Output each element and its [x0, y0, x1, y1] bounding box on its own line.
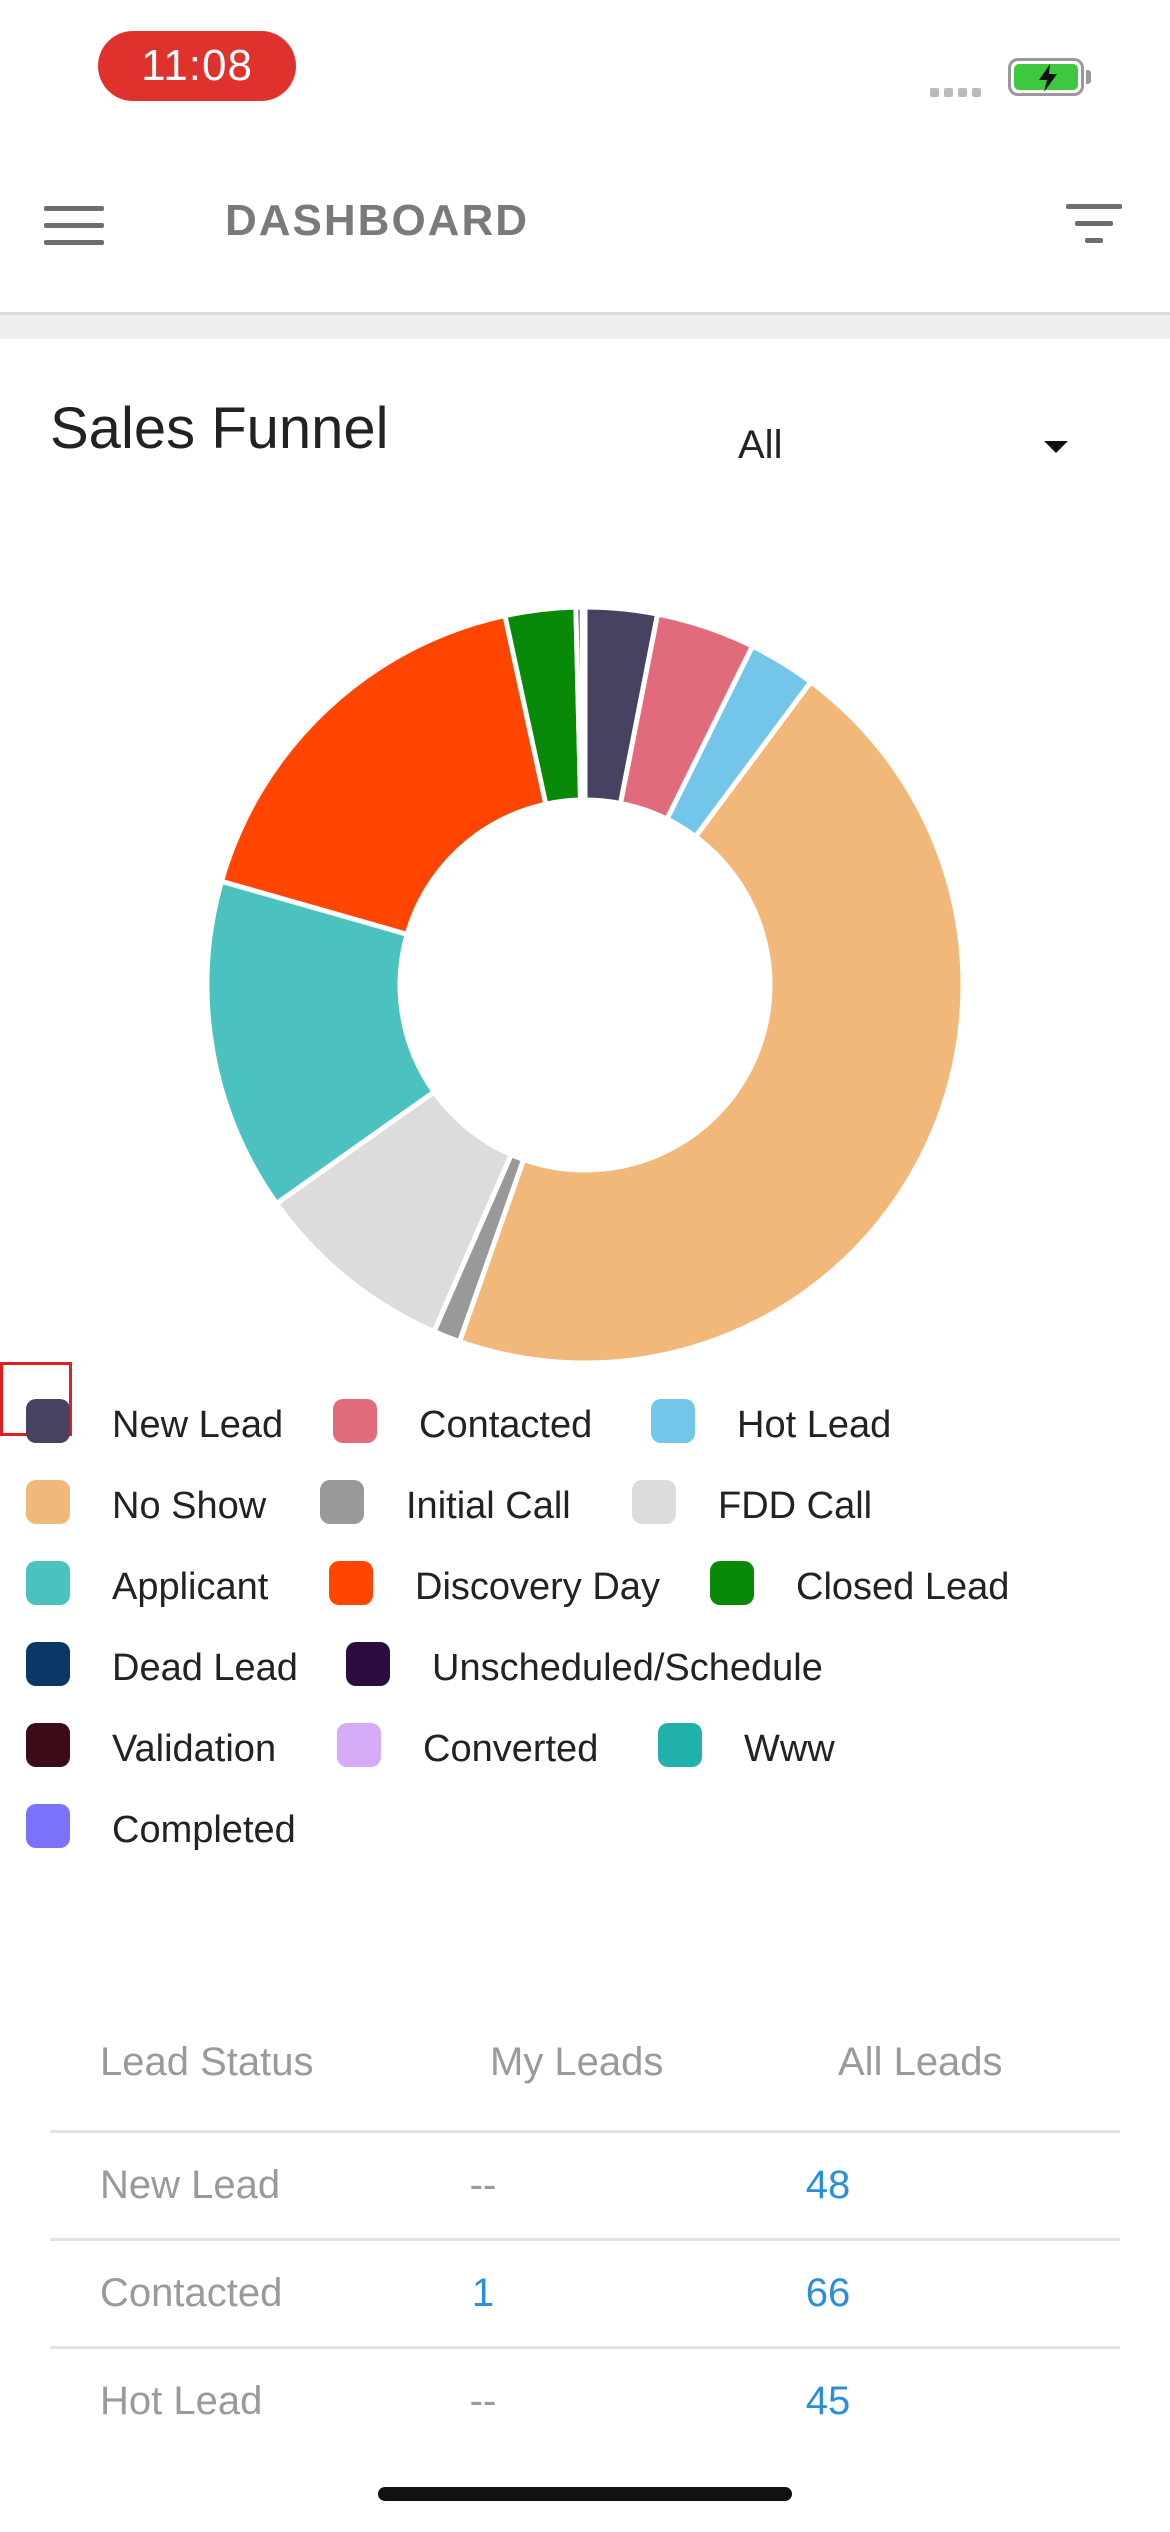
- legend-swatch: [710, 1561, 754, 1605]
- row-my-leads-link[interactable]: 1: [471, 2271, 495, 2315]
- donut-slice-no-show[interactable]: [456, 678, 966, 1366]
- table-header-row: Lead Status My Leads All Leads: [50, 2000, 1120, 2133]
- sales-funnel-donut-chart[interactable]: [0, 560, 1170, 1380]
- lead-status-table: Lead Status My Leads All Leads New Lead …: [50, 2000, 1120, 2454]
- hamburger-menu-icon[interactable]: [44, 206, 104, 246]
- legend-label: FDD Call: [718, 1485, 873, 1527]
- legend-label: Completed: [112, 1809, 296, 1851]
- row-status: Contacted: [100, 2271, 283, 2315]
- legend-label: New Lead: [112, 1404, 284, 1446]
- header-divider-band: [0, 315, 1170, 339]
- table-row: New Lead -- 48: [50, 2133, 1120, 2241]
- row-status: New Lead: [100, 2163, 281, 2207]
- legend-swatch: [26, 1723, 70, 1767]
- legend-swatch: [26, 1399, 70, 1443]
- row-all-leads-link[interactable]: 66: [805, 2271, 851, 2315]
- legend-label: Www: [744, 1728, 835, 1770]
- battery-tip: [1086, 70, 1091, 84]
- funnel-filter-dropdown[interactable]: All: [738, 415, 1078, 475]
- legend-label: No Show: [112, 1485, 267, 1527]
- legend-label: Validation: [112, 1728, 277, 1770]
- row-status: Hot Lead: [100, 2379, 263, 2423]
- row-all-leads-link[interactable]: 48: [805, 2163, 851, 2207]
- legend-swatch: [329, 1561, 373, 1605]
- legend-swatch: [632, 1480, 676, 1524]
- legend-swatch: [26, 1561, 70, 1605]
- header-lead-status: Lead Status: [100, 2040, 314, 2084]
- header-all-leads: All Leads: [838, 2040, 1003, 2084]
- sales-funnel-title: Sales Funnel: [50, 396, 389, 461]
- filter-icon[interactable]: [1064, 204, 1124, 248]
- legend-label: Applicant: [112, 1566, 269, 1608]
- header-my-leads: My Leads: [490, 2040, 664, 2084]
- table-row: Hot Lead -- 45: [50, 2349, 1120, 2454]
- legend-swatch: [346, 1642, 390, 1686]
- legend-label: Unscheduled/Schedule: [432, 1647, 823, 1689]
- dropdown-selected-value: All: [738, 423, 783, 467]
- legend-swatch: [651, 1399, 695, 1443]
- legend-swatch: [26, 1804, 70, 1848]
- legend-label: Initial Call: [406, 1485, 571, 1527]
- home-indicator[interactable]: [378, 2487, 792, 2501]
- legend-label: Closed Lead: [796, 1566, 1010, 1608]
- row-my-leads: --: [469, 2379, 497, 2423]
- legend-label: Discovery Day: [415, 1566, 660, 1608]
- page-title: DASHBOARD: [225, 196, 529, 245]
- donut-slice-applicant[interactable]: [204, 878, 438, 1207]
- legend-swatch: [26, 1642, 70, 1686]
- status-bar: 11:08: [0, 0, 1170, 140]
- row-my-leads: --: [469, 2163, 497, 2207]
- status-time: 11:08: [98, 31, 296, 101]
- legend-label: Hot Lead: [737, 1404, 892, 1446]
- legend-label: Dead Lead: [112, 1647, 298, 1689]
- legend-label: Converted: [423, 1728, 599, 1770]
- legend-swatch: [658, 1723, 702, 1767]
- table-row: Contacted 1 66: [50, 2241, 1120, 2349]
- row-all-leads-link[interactable]: 45: [805, 2379, 851, 2423]
- caret-down-icon: [1044, 441, 1068, 453]
- legend-swatch: [337, 1723, 381, 1767]
- battery-icon: [1008, 58, 1084, 96]
- donut-slice-discovery-day[interactable]: [218, 612, 549, 938]
- legend-swatch: [26, 1480, 70, 1524]
- donut-slice-unscheduled-schedule[interactable]: [579, 604, 588, 803]
- signal-icon: [930, 84, 986, 102]
- app-header: DASHBOARD: [0, 140, 1170, 315]
- legend-swatch: [333, 1399, 377, 1443]
- legend-swatch: [320, 1480, 364, 1524]
- legend-label: Contacted: [419, 1404, 593, 1446]
